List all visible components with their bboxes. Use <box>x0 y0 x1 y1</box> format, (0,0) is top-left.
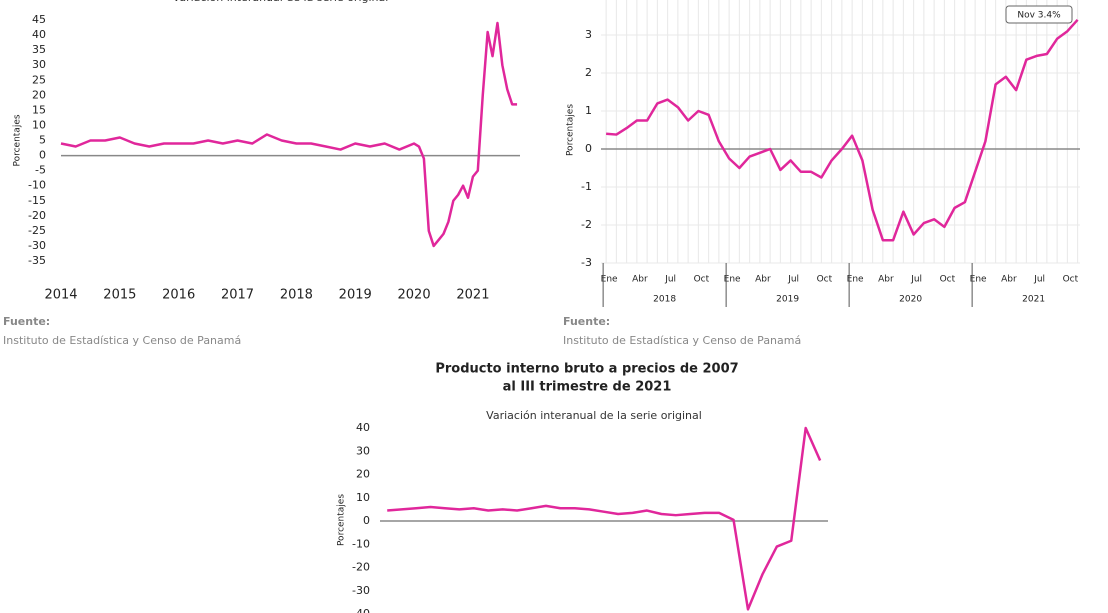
y-tick-label: -25 <box>28 224 46 237</box>
x-tick-label: Jul <box>910 275 922 285</box>
x-tick-label: 2014 <box>44 288 77 303</box>
y-tick-label: 25 <box>32 73 46 86</box>
chart-subtitle: Variación interanual de la serie origina… <box>486 409 702 422</box>
y-tick-label: -35 <box>28 254 46 267</box>
y-tick-label: -20 <box>352 561 370 574</box>
y-tick-label: -30 <box>352 584 370 597</box>
year-group-label: 2019 <box>776 295 799 305</box>
x-tick-label: Abr <box>878 275 894 285</box>
chart-title: Producto interno bruto a precios de 2007 <box>435 362 738 377</box>
data-line <box>387 426 822 611</box>
tooltip-text: Nov 3.4% <box>1017 11 1061 21</box>
year-group-label: 2020 <box>899 295 922 305</box>
y-tick-label: -10 <box>28 179 46 192</box>
x-tick-label: 2019 <box>339 288 372 303</box>
source-text: Instituto de Estadística y Censo de Pana… <box>3 334 241 347</box>
y-tick-label: 3 <box>585 28 592 41</box>
y-tick-label: -40 <box>352 607 370 613</box>
y-tick-label: -5 <box>35 164 46 177</box>
y-tick-label: 10 <box>32 118 46 131</box>
y-tick-label: -30 <box>28 239 46 252</box>
source-label: Fuente: <box>563 315 610 328</box>
x-tick-label: 2016 <box>162 288 195 303</box>
y-tick-label: 30 <box>356 444 370 457</box>
source-label: Fuente: <box>3 315 50 328</box>
chart-subtitle: Variación interanual de la serie origina… <box>173 0 389 4</box>
x-tick-label: Ene <box>847 275 864 285</box>
y-tick-label: -20 <box>28 209 46 222</box>
x-tick-label: Ene <box>970 275 987 285</box>
x-tick-label: Oct <box>817 275 833 285</box>
x-tick-label: Oct <box>940 275 956 285</box>
y-axis-label: Porcentajes <box>337 494 347 546</box>
x-tick-label: Abr <box>632 275 648 285</box>
y-tick-label: 2 <box>585 66 592 79</box>
y-tick-label: -10 <box>352 537 370 550</box>
year-group-label: 2021 <box>1022 295 1045 305</box>
year-group-label: 2018 <box>653 295 676 305</box>
x-tick-label: Oct <box>1063 275 1079 285</box>
x-tick-label: Oct <box>694 275 710 285</box>
y-tick-label: 20 <box>356 468 370 481</box>
tooltip-box <box>1005 5 1073 24</box>
y-tick-label: -3 <box>581 256 592 269</box>
x-tick-label: Ene <box>724 275 741 285</box>
y-tick-label: -1 <box>581 180 592 193</box>
y-tick-label: 40 <box>32 28 46 41</box>
x-tick-label: 2017 <box>221 288 254 303</box>
x-tick-label: 2020 <box>398 288 431 303</box>
y-axis-label: Porcentajes <box>13 114 23 166</box>
y-tick-label: -2 <box>581 218 592 231</box>
data-line <box>60 21 518 248</box>
y-tick-label: 4 <box>585 0 592 3</box>
x-tick-label: Jul <box>787 275 799 285</box>
chart-title: al III trimestre de 2021 <box>503 380 672 395</box>
x-tick-label: 2015 <box>103 288 136 303</box>
x-tick-label: Jul <box>1033 275 1045 285</box>
data-line <box>606 18 1079 242</box>
y-axis-label: Porcentajes <box>566 104 576 156</box>
source-text: Instituto de Estadística y Censo de Pana… <box>563 334 801 347</box>
y-tick-label: 0 <box>363 514 370 527</box>
y-tick-label: 40 <box>356 421 370 434</box>
x-tick-label: 2018 <box>280 288 313 303</box>
x-tick-label: Abr <box>755 275 771 285</box>
y-tick-label: 35 <box>32 43 46 56</box>
y-tick-label: 0 <box>39 149 46 162</box>
y-tick-label: 15 <box>32 103 46 116</box>
y-tick-label: 45 <box>32 13 46 26</box>
y-tick-label: 30 <box>32 58 46 71</box>
y-tick-label: 20 <box>32 88 46 101</box>
y-tick-label: 10 <box>356 491 370 504</box>
x-tick-label: Abr <box>1001 275 1017 285</box>
y-tick-label: -15 <box>28 194 46 207</box>
x-tick-label: Ene <box>601 275 618 285</box>
x-tick-label: 2021 <box>456 288 489 303</box>
y-tick-label: 0 <box>585 142 592 155</box>
y-tick-label: 1 <box>585 104 592 117</box>
x-tick-label: Jul <box>664 275 676 285</box>
y-tick-label: 5 <box>39 134 46 147</box>
